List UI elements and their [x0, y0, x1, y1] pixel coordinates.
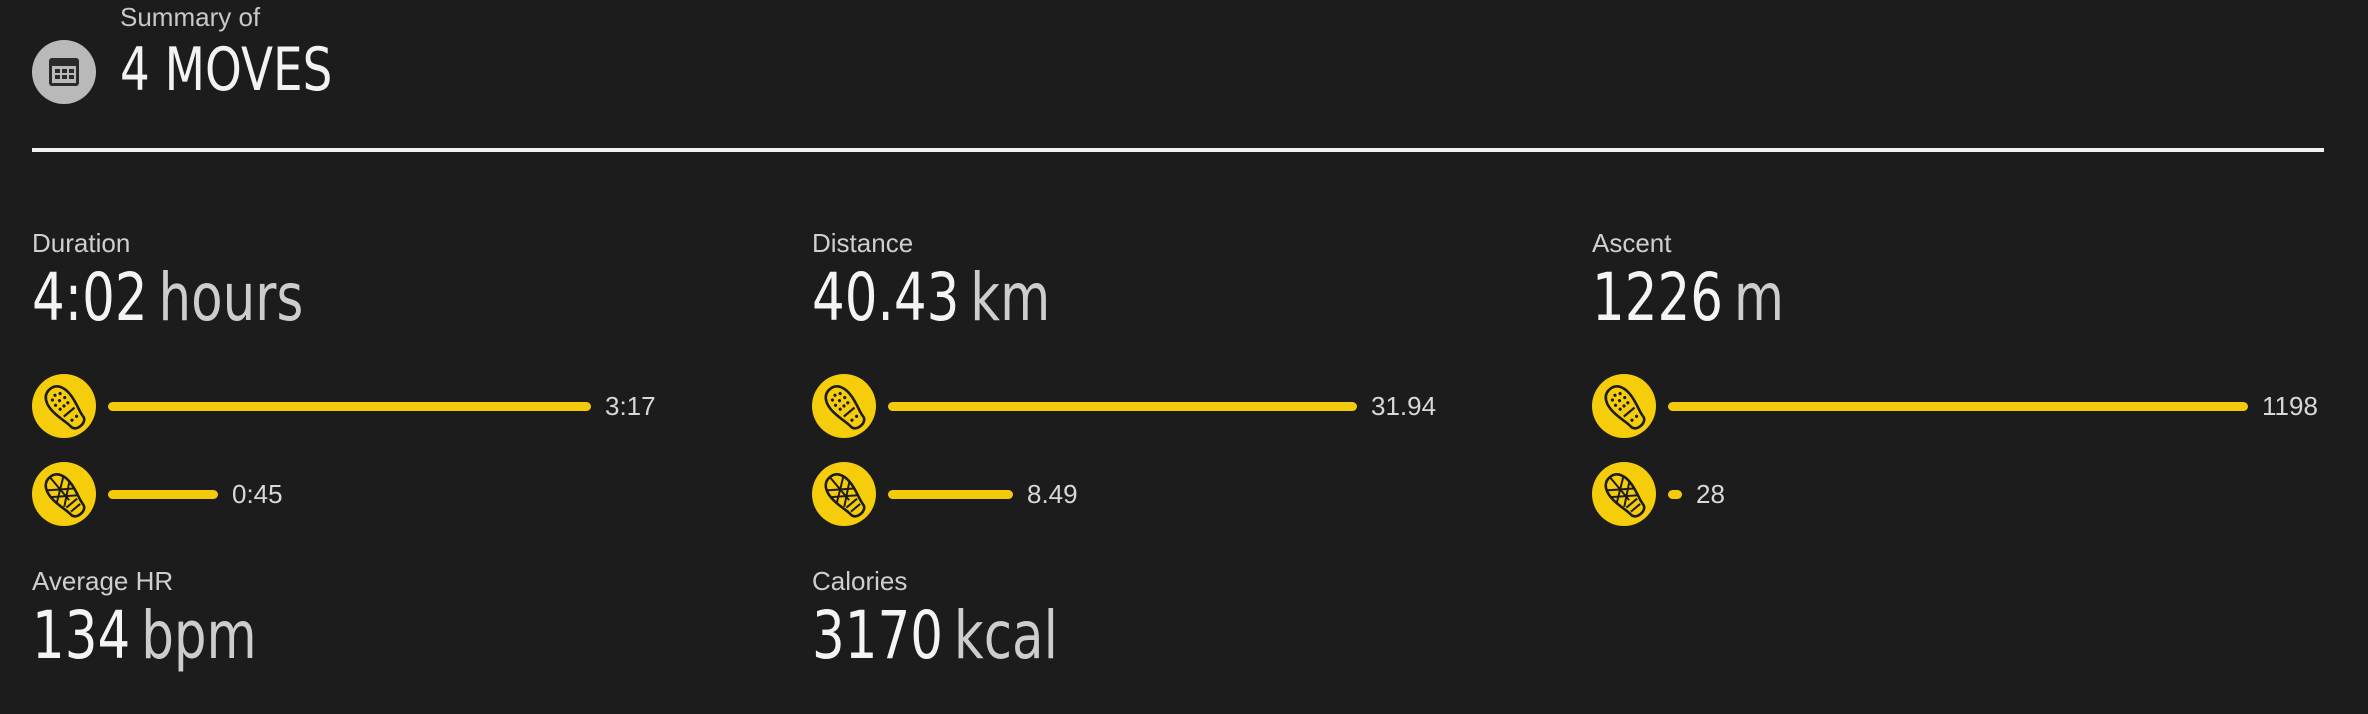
stat-unit: bpm — [141, 597, 257, 674]
bar-value: 8.49 — [1027, 479, 1078, 509]
stat-label: Distance — [812, 228, 914, 258]
progress-bar — [888, 402, 1357, 411]
progress-bar — [1668, 490, 1682, 499]
stat-value: 1226 — [1592, 259, 1724, 336]
stat-ascent: Ascent 1226 m 1198 28 — [1592, 228, 2332, 528]
stat-average-hr: Average HR 134 bpm — [32, 566, 772, 686]
activity-bar-row: 31.94 — [812, 374, 1552, 438]
stat-value-row: 1226 m — [1592, 258, 1784, 338]
trail-shoe-icon — [1592, 462, 1656, 526]
activity-bar-row: 3:17 — [32, 374, 772, 438]
stat-value: 134 — [32, 597, 131, 674]
stat-value-row: 4:02 hours — [32, 258, 303, 338]
stat-unit: km — [970, 259, 1051, 336]
stat-label: Duration — [32, 228, 131, 258]
bar-value: 3:17 — [605, 391, 656, 421]
stat-unit: hours — [158, 259, 304, 336]
running-shoe-icon — [812, 374, 876, 438]
stat-value-row: 3170 kcal — [812, 596, 1058, 676]
progress-bar — [888, 490, 1013, 499]
stat-unit: m — [1733, 259, 1785, 336]
summary-label: Summary of — [120, 2, 261, 32]
activity-bar-row: 8.49 — [812, 462, 1552, 526]
trail-shoe-icon — [32, 462, 96, 526]
stat-distance: Distance 40.43 km 31.94 8.49 — [812, 228, 1552, 528]
stat-label: Calories — [812, 566, 908, 596]
stat-value-row: 40.43 km — [812, 258, 1050, 338]
stat-label: Ascent — [1592, 228, 1672, 258]
trail-shoe-icon — [812, 462, 876, 526]
header-divider — [32, 148, 2324, 152]
stat-label: Average HR — [32, 566, 174, 596]
bar-value: 31.94 — [1371, 391, 1437, 421]
running-shoe-icon — [1592, 374, 1656, 438]
progress-bar — [1668, 402, 2248, 411]
activity-bar-row: 0:45 — [32, 462, 772, 526]
page-title: 4 MOVES — [120, 35, 333, 105]
stat-duration: Duration 4:02 hours 3:17 0:45 — [32, 228, 772, 528]
bar-value: 28 — [1696, 479, 1725, 509]
running-shoe-icon — [32, 374, 96, 438]
activity-bar-row: 28 — [1592, 462, 2332, 526]
stat-value: 3170 — [812, 597, 944, 674]
stat-unit: kcal — [953, 597, 1058, 674]
progress-bar — [108, 402, 591, 411]
progress-bar — [108, 490, 218, 499]
stat-value-row: 134 bpm — [32, 596, 257, 676]
stat-value: 40.43 — [812, 259, 960, 336]
bar-value: 0:45 — [232, 479, 283, 509]
activity-bar-row: 1198 — [1592, 374, 2332, 438]
stat-value: 4:02 — [32, 259, 148, 336]
bar-value: 1198 — [2262, 391, 2318, 421]
stat-calories: Calories 3170 kcal — [812, 566, 1552, 686]
calendar-icon — [32, 40, 96, 104]
summary-header: Summary of 4 MOVES — [32, 0, 2324, 152]
